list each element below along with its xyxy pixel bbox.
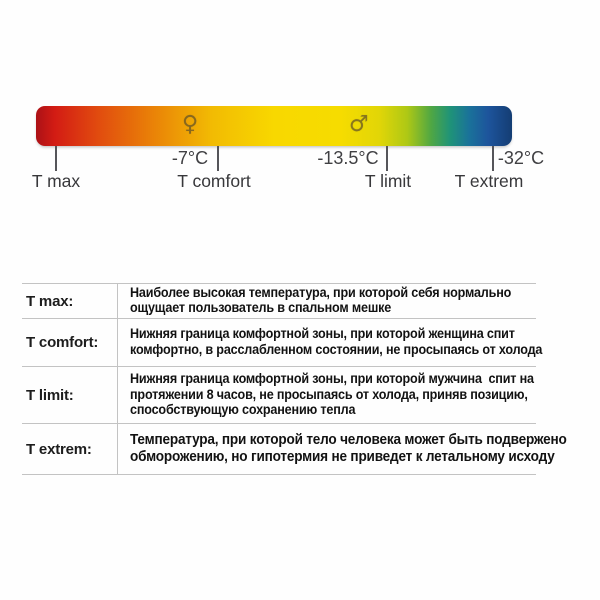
term-t-extrem: T extrem (454, 171, 524, 191)
tick-t-limit (386, 146, 388, 171)
row-description-cell: Нижняя граница комфортной зоны, при кото… (118, 325, 588, 359)
temp-value-t-extrem: -32°C (497, 148, 545, 168)
tick-t-max (55, 146, 57, 171)
row-description-t-extrem: Температура, при которой тело человека м… (130, 432, 567, 465)
term-t-max: T max (31, 171, 81, 191)
temp-value-t-limit: -13.5°C (317, 148, 379, 168)
temp-value-t-comfort: -7°C (171, 148, 209, 168)
row-description-t-comfort: Нижняя граница комфортной зоны, при кото… (130, 325, 543, 357)
term-t-limit: T limit (364, 171, 412, 191)
legend-table: T max: Наиболее высокая температура, при… (22, 283, 567, 475)
table-row-t-extrem: T extrem: Температура, при которой тело … (22, 424, 567, 475)
row-term-t-limit: T limit: (22, 367, 118, 423)
row-description-t-limit: Нижняя граница комфортной зоны, при кото… (130, 369, 534, 418)
female-icon: ♀ (182, 112, 199, 137)
row-description-cell: Наиболее высокая температура, при которо… (118, 283, 554, 318)
row-description-cell: Температура, при которой тело человека м… (118, 432, 600, 466)
tick-t-extrem (492, 146, 494, 171)
table-row-t-comfort: T comfort: Нижняя граница комфортной зон… (22, 319, 542, 367)
table-row-t-max: T max: Наиболее высокая температура, при… (22, 284, 536, 319)
row-description-cell: Нижняя граница комфортной зоны, при кото… (118, 369, 579, 420)
row-term-t-max: T max: (22, 284, 118, 318)
tick-t-comfort (217, 146, 219, 171)
table-row-t-limit: T limit: Нижняя граница комфортной зоны,… (22, 367, 536, 424)
row-term-t-comfort: T comfort: (22, 319, 118, 366)
term-t-comfort: T comfort (177, 171, 251, 191)
row-description-t-max: Наиболее высокая температура, при которо… (130, 283, 512, 316)
row-term-t-extrem: T extrem: (22, 424, 118, 474)
male-icon: ♂ (349, 112, 369, 137)
temperature-gradient-bar: ♀ ♂ (36, 106, 512, 146)
